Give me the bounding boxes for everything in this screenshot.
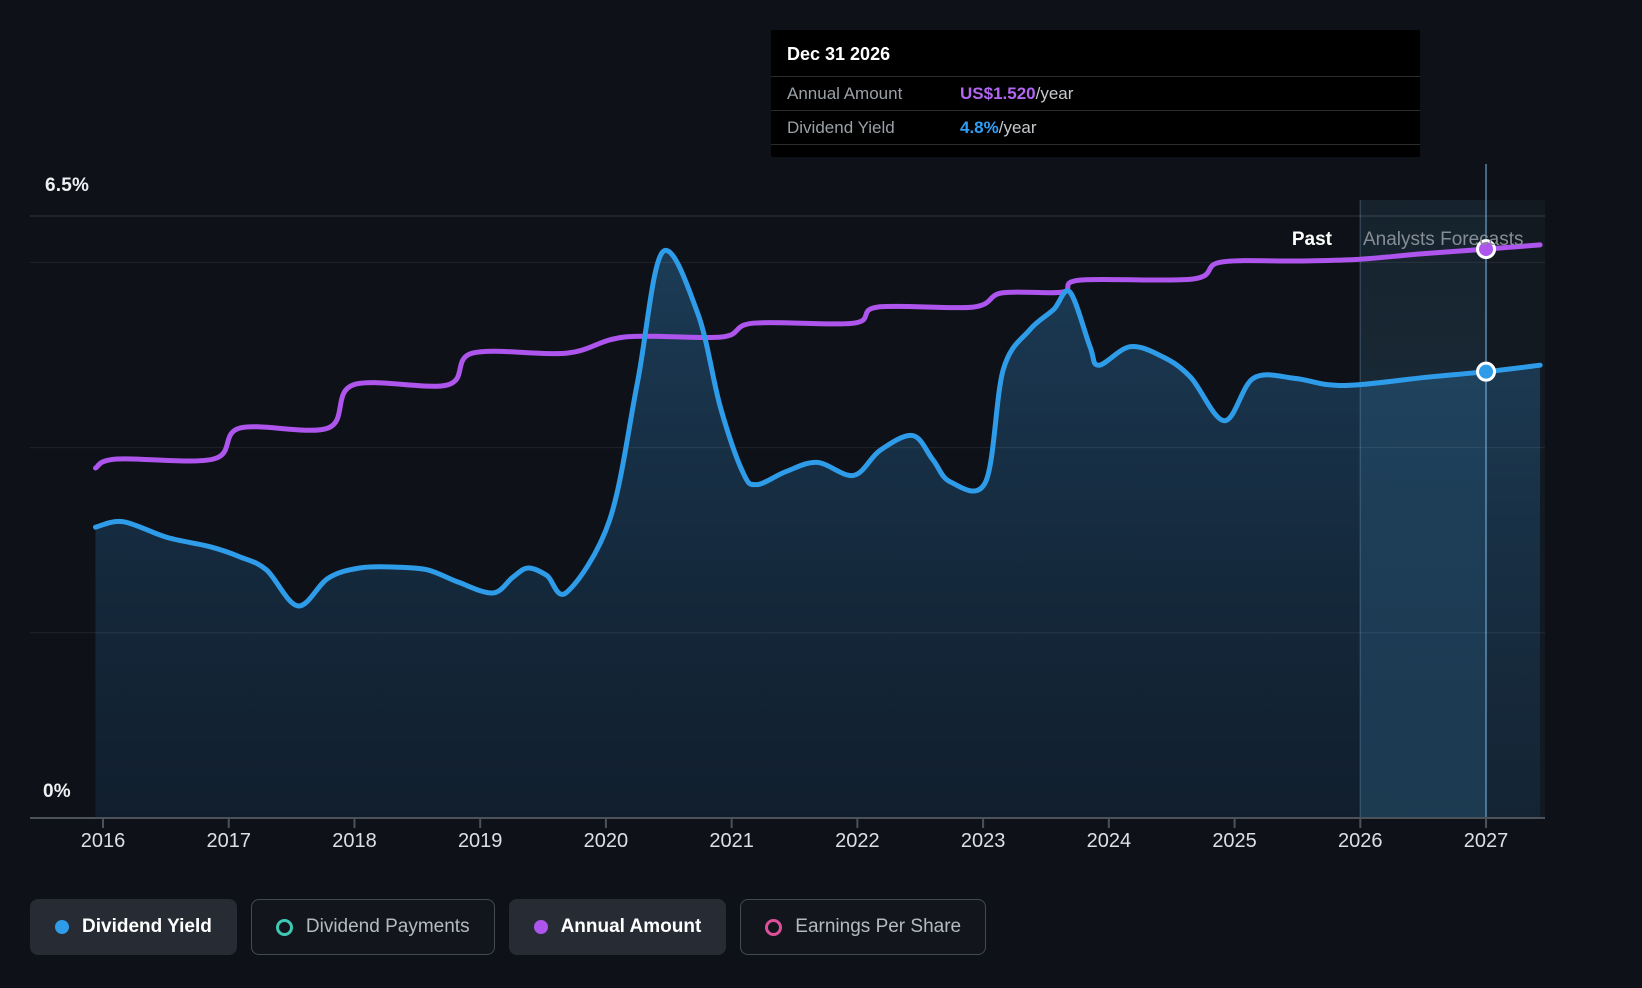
forecast-zone-label: Analysts Forecasts (1363, 229, 1524, 251)
x-axis-label: 2024 (1087, 830, 1132, 853)
x-axis-label: 2019 (458, 830, 503, 853)
earnings-per-share-ring-icon (765, 919, 782, 936)
x-axis-label: 2020 (584, 830, 629, 853)
x-axis-ticks (103, 819, 1486, 828)
tooltip-row-dividend-yield: Dividend Yield 4.8% /year (771, 111, 1420, 145)
tooltip-value: 4.8% (960, 118, 999, 138)
y-axis-zero-label: 0% (43, 781, 71, 803)
tooltip-suffix: /year (1036, 84, 1074, 104)
x-axis-label: 2022 (835, 830, 880, 853)
tooltip-label: Dividend Yield (787, 118, 960, 138)
tooltip-value: US$1.520 (960, 84, 1036, 104)
past-zone-label: Past (1245, 229, 1332, 251)
x-axis-label: 2021 (709, 830, 754, 853)
x-axis-label: 2027 (1464, 830, 1509, 853)
legend-label: Annual Amount (561, 916, 702, 938)
hover-tooltip: Dec 31 2026 Annual Amount US$1.520 /year… (771, 30, 1420, 157)
legend-label: Earnings Per Share (795, 916, 961, 938)
dividend-chart-page: 6.5% 0% Past Analysts Forecasts 2016 2017… (0, 0, 1642, 988)
tooltip-row-annual-amount: Annual Amount US$1.520 /year (771, 77, 1420, 111)
x-axis-label: 2016 (81, 830, 126, 853)
x-axis-label: 2018 (332, 830, 377, 853)
legend-label: Dividend Yield (82, 916, 212, 938)
yield-area-fill (95, 250, 1540, 818)
legend-dividend-payments-button[interactable]: Dividend Payments (251, 899, 495, 955)
annual-amount-dot-icon (534, 920, 548, 934)
x-axis-label: 2023 (961, 830, 1006, 853)
chart-legend: Dividend Yield Dividend Payments Annual … (30, 899, 986, 955)
y-axis-top-label: 6.5% (45, 175, 89, 197)
x-axis-label: 2025 (1212, 830, 1257, 853)
legend-earnings-per-share-button[interactable]: Earnings Per Share (740, 899, 986, 955)
x-axis-label: 2026 (1338, 830, 1383, 853)
dividend-payments-ring-icon (276, 919, 293, 936)
tooltip-date: Dec 31 2026 (771, 30, 1420, 77)
tooltip-suffix: /year (999, 118, 1037, 138)
dividend-yield-marker[interactable] (1478, 363, 1495, 380)
legend-label: Dividend Payments (306, 916, 470, 938)
legend-dividend-yield-button[interactable]: Dividend Yield (30, 899, 237, 955)
dividend-yield-dot-icon (55, 920, 69, 934)
legend-annual-amount-button[interactable]: Annual Amount (509, 899, 727, 955)
x-axis-label: 2017 (206, 830, 251, 853)
tooltip-label: Annual Amount (787, 84, 960, 104)
